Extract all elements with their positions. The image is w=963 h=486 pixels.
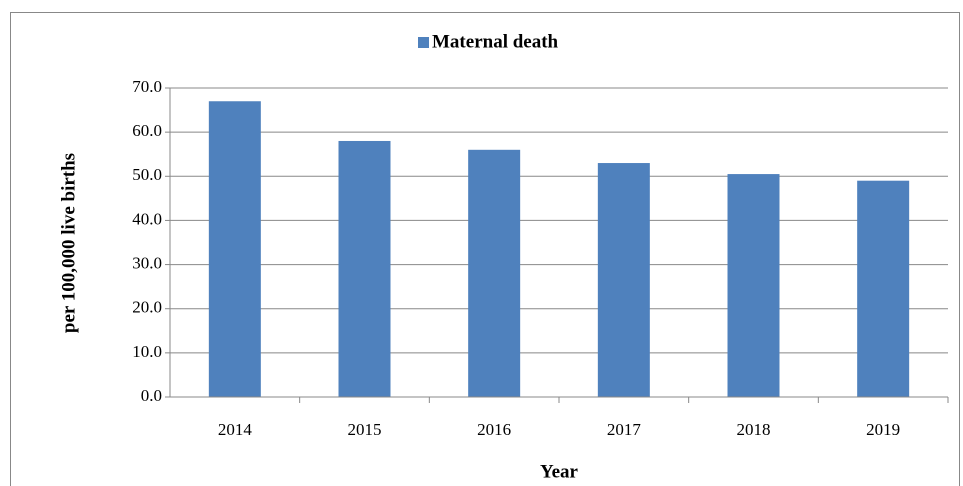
x-tick-label: 2019 [866, 420, 900, 439]
bar [468, 149, 521, 397]
x-tick-label: 2016 [477, 420, 511, 439]
legend-label: Maternal death [432, 31, 559, 52]
y-axis-label: per 100,000 live births [58, 153, 79, 333]
bar [208, 101, 261, 397]
y-tick-label: 60.0 [132, 121, 162, 140]
x-tick-label: 2017 [607, 420, 642, 439]
y-tick-label: 0.0 [141, 386, 162, 405]
bar [857, 180, 910, 397]
bar [597, 163, 650, 397]
bar [338, 140, 391, 397]
x-axis-label: Year [540, 461, 579, 482]
x-tick-label: 2015 [348, 420, 382, 439]
bar [727, 174, 780, 397]
y-tick-label: 10.0 [132, 342, 162, 361]
legend-swatch [418, 37, 429, 48]
x-tick-label: 2014 [218, 420, 253, 439]
y-tick-label: 30.0 [132, 253, 162, 272]
x-tick-label: 2018 [737, 420, 771, 439]
y-tick-label: 50.0 [132, 165, 162, 184]
y-tick-label: 20.0 [132, 298, 162, 317]
y-tick-label: 70.0 [132, 77, 162, 96]
y-tick-label: 40.0 [132, 209, 162, 228]
